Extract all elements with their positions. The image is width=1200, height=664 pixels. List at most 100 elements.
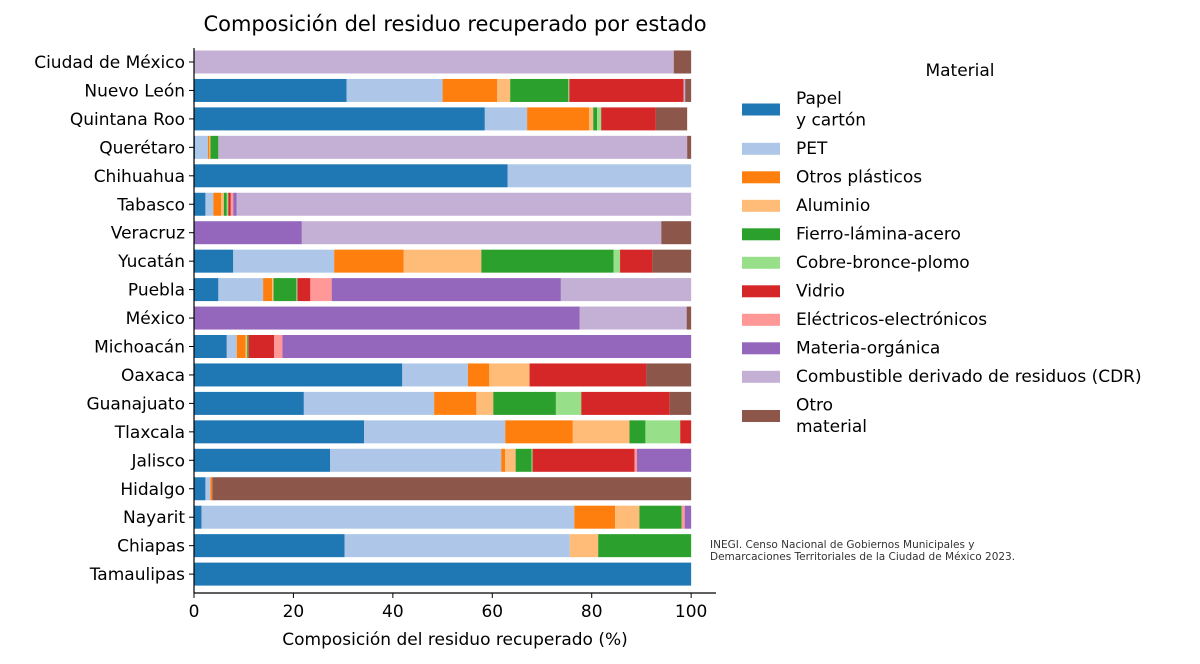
bar-segment (569, 78, 684, 102)
bar-segment (655, 107, 688, 131)
bar-segment (194, 221, 302, 245)
bar-segment (636, 448, 692, 472)
bar-segment (569, 534, 599, 558)
legend-swatch (742, 103, 780, 116)
y-tick-label: Hidalgo (120, 480, 185, 500)
bar-segment (507, 164, 692, 188)
bar-segment (634, 448, 637, 472)
bar-segment (194, 477, 206, 501)
bar-segment (223, 192, 227, 216)
bar-segment (680, 420, 692, 444)
bar-segment (209, 135, 211, 159)
bar-segment (274, 335, 283, 358)
bar-segment (515, 448, 532, 472)
bar-segment (282, 335, 692, 358)
bar-segment (639, 505, 682, 529)
bar-segment (568, 78, 570, 102)
bar-segment (194, 534, 345, 558)
y-tick-label: Guanajuato (86, 394, 185, 414)
legend-title: Material (925, 61, 994, 81)
bar-segment (272, 278, 274, 302)
bar-segment (194, 107, 485, 131)
bar-segment (205, 192, 214, 216)
bar-segment (505, 448, 516, 472)
bar-segment (579, 306, 687, 330)
bar-segment (661, 221, 692, 245)
y-tick-label: Quintana Roo (70, 110, 185, 130)
bar-segment (218, 278, 264, 302)
bar-segment (669, 391, 692, 415)
y-tick-label: Oaxaca (121, 366, 185, 386)
bar-segment (402, 363, 468, 387)
bar-segment (527, 107, 590, 131)
bar-segment (236, 192, 692, 216)
bar-segment (673, 50, 692, 74)
bar-segment (334, 249, 404, 273)
bar-segment (489, 363, 530, 387)
legend-swatch (742, 313, 780, 326)
bar-segment (303, 391, 435, 415)
bar-segment (230, 192, 234, 216)
bar-segment (194, 363, 403, 387)
y-tick-label: Nayarit (123, 508, 185, 528)
bar-segment (233, 249, 335, 273)
bar-segment (296, 278, 298, 302)
bar-segment (501, 448, 506, 472)
legend-swatch (742, 410, 780, 422)
y-tick-label: Michoacán (94, 338, 185, 358)
y-tick-label: México (126, 309, 185, 329)
y-tick-label: Chiapas (117, 537, 185, 557)
source-note: INEGI. Censo Nacional de Gobiernos Munic… (710, 539, 1170, 563)
bar-segment (247, 335, 249, 358)
y-tick-label: Nuevo León (84, 81, 185, 101)
bar-segment (615, 505, 640, 529)
bar-segment (593, 107, 598, 131)
legend-swatch (742, 171, 780, 184)
bar-segment (484, 107, 528, 131)
bar-segment (442, 78, 498, 102)
bar-segment (589, 107, 594, 131)
legend-label: Papel y cartón (796, 89, 866, 131)
bar-segment (597, 107, 602, 131)
bar-segment (613, 249, 621, 273)
legend: Material Papel y cartón PET Otros plásticos A… (742, 61, 1142, 437)
bar-segment (221, 192, 224, 216)
x-tick-label: 20 (283, 602, 305, 622)
bar-segment (652, 249, 692, 273)
bar-segment (646, 363, 692, 387)
y-tick-label: Puebla (128, 281, 185, 301)
y-tick-label: Ciudad de México (34, 53, 185, 73)
bar-segment (434, 391, 477, 415)
bar-segment (601, 107, 656, 131)
x-tick-label: 80 (581, 602, 603, 622)
bar-segment (681, 505, 685, 529)
bar-segment (236, 335, 246, 358)
bar-segment (310, 278, 332, 302)
bar-segment (194, 505, 202, 529)
bar-segment (201, 505, 575, 529)
bar-segment (572, 420, 630, 444)
bar-segment (581, 391, 670, 415)
bar-segment (194, 249, 234, 273)
bar-segment (212, 477, 692, 501)
bar-segment (245, 335, 248, 358)
bar-segment (228, 192, 231, 216)
bar-segment (645, 420, 681, 444)
bar-segment (481, 249, 614, 273)
bar-segment (207, 135, 210, 159)
bar-segment (685, 78, 692, 102)
legend-label: Cobre-bronce-plomo (796, 253, 970, 273)
bar-segment (684, 505, 692, 529)
bar-segment (194, 562, 692, 586)
bar-segment (218, 135, 688, 159)
bar-segment (248, 335, 275, 358)
bar-segment (194, 192, 206, 216)
legend-swatch (742, 142, 780, 155)
bar-segment (532, 448, 635, 472)
legend-swatch (742, 228, 780, 241)
legend-swatch (742, 199, 780, 212)
source-note-line-1: INEGI. Censo Nacional de Gobiernos Munic… (710, 539, 975, 551)
bar-segment (620, 249, 653, 273)
bar-segment (629, 420, 646, 444)
bar-segment (194, 306, 580, 330)
